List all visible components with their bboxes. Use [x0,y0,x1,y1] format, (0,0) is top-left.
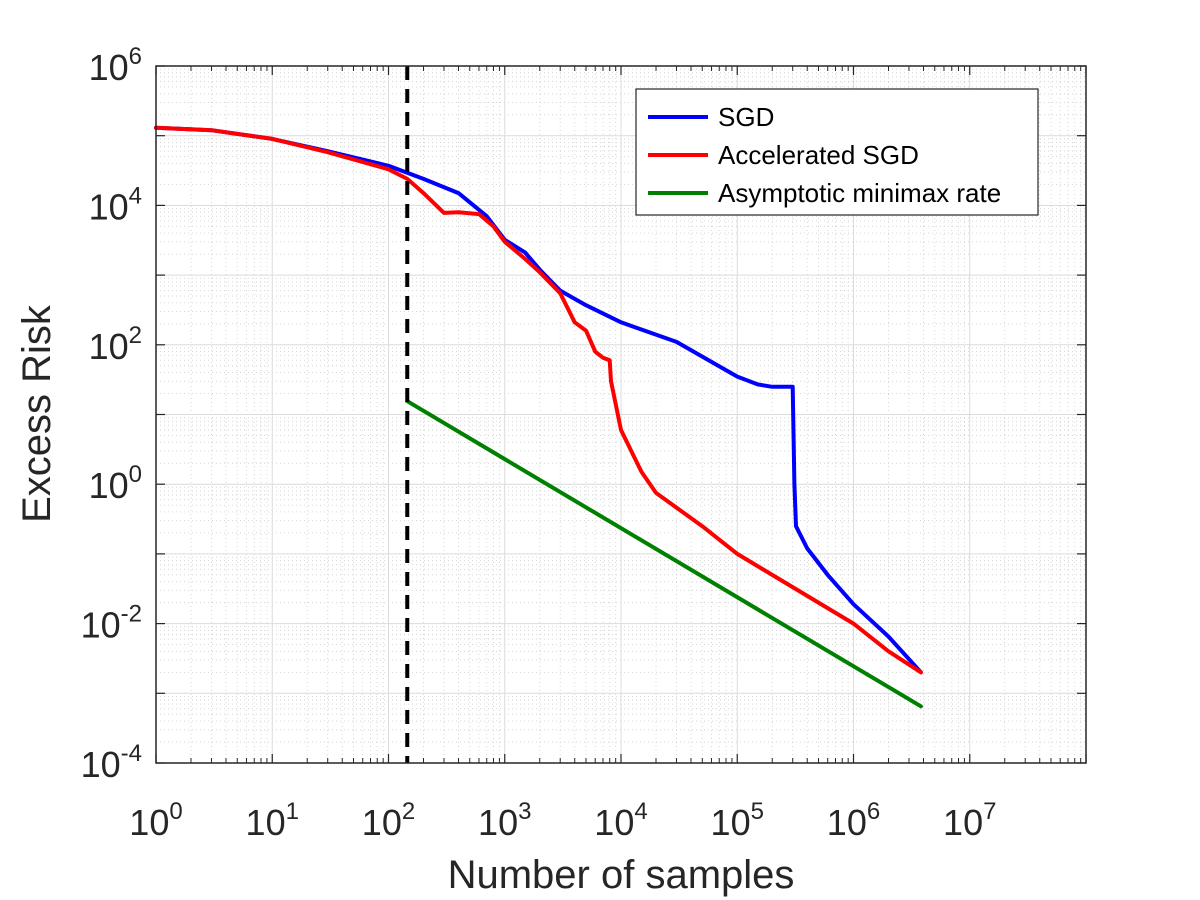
tick-exponent: 4 [634,798,647,825]
tick-exponent: 3 [518,798,531,825]
x-tick-label: 101 [246,798,299,843]
tick-base: 10 [594,802,634,843]
tick-exponent: 7 [983,798,996,825]
x-tick-label: 102 [362,798,415,843]
tick-base: 10 [89,186,129,227]
tick-exponent: -4 [121,740,142,767]
y-tick-label: 102 [89,322,142,367]
legend-items: SGD Accelerated SGD Asymptotic minimax rat… [648,102,1001,208]
y-tick-label: 104 [89,182,142,227]
tick-base: 10 [89,465,129,506]
legend-label: Accelerated SGD [718,140,919,170]
tick-exponent: 2 [402,798,415,825]
legend-label: Asymptotic minimax rate [718,178,1001,208]
series-line-2 [154,125,923,675]
legend: SGD Accelerated SGD Asymptotic minimax rat… [635,88,1039,216]
y-tick-label: 100 [89,461,142,506]
tick-base: 10 [89,326,129,367]
tick-base: 10 [711,802,751,843]
tick-base: 10 [943,802,983,843]
x-axis-title: Number of samples [448,853,795,897]
x-tick-labels: 100 101 102 103 104 105 106 107 [129,798,996,843]
tick-exponent: 1 [286,798,299,825]
y-tick-label: 10-2 [81,601,142,646]
series-layer [154,125,923,709]
tick-base: 10 [89,47,129,88]
tick-exponent: 2 [129,322,142,349]
tick-base: 10 [478,802,518,843]
x-tick-label: 100 [129,798,182,843]
x-tick-label: 107 [943,798,996,843]
tick-exponent: 4 [129,182,142,209]
tick-exponent: 0 [129,461,142,488]
tick-base: 10 [362,802,402,843]
x-tick-label: 104 [594,798,647,843]
series-line-1 [154,125,923,675]
series-line-3 [405,399,923,709]
tick-base: 10 [246,802,286,843]
tick-base: 10 [129,802,169,843]
y-axis-title: Excess Risk [15,304,59,523]
legend-label: SGD [718,102,774,132]
tick-base: 10 [81,605,121,646]
tick-exponent: -2 [121,601,142,628]
tick-base: 10 [81,744,121,785]
y-tick-label: 10-4 [81,740,142,785]
x-tick-label: 103 [478,798,531,843]
tick-exponent: 6 [129,43,142,70]
tick-base: 10 [827,802,867,843]
y-tick-label: 106 [89,43,142,88]
x-tick-label: 106 [827,798,880,843]
tick-exponent: 5 [751,798,764,825]
tick-exponent: 6 [867,798,880,825]
x-tick-label: 105 [711,798,764,843]
tick-exponent: 0 [169,798,182,825]
tick-marks [155,65,1087,764]
